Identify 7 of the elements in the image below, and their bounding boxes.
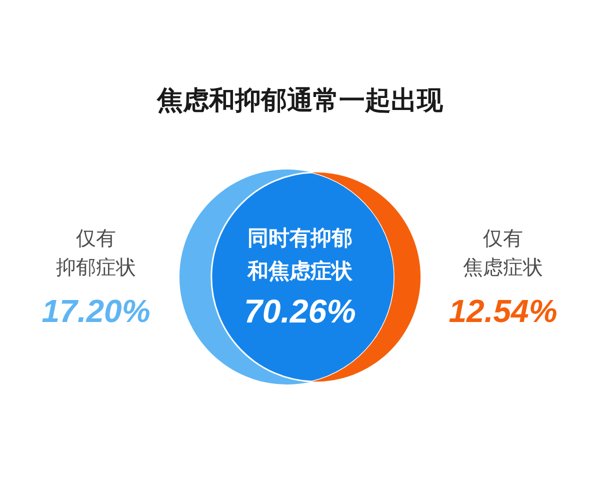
text: 焦虑和抑郁通常一起出现: [156, 85, 444, 115]
category-label: 同时有抑郁和焦虑症状: [246, 226, 354, 282]
category-label: 仅有抑郁症状: [56, 228, 136, 279]
category-label: 仅有焦虑症状: [463, 228, 543, 279]
data-label: 12.54%: [448, 293, 558, 329]
data-label: 70.26%: [244, 292, 356, 330]
data-label: 17.20%: [42, 293, 150, 329]
